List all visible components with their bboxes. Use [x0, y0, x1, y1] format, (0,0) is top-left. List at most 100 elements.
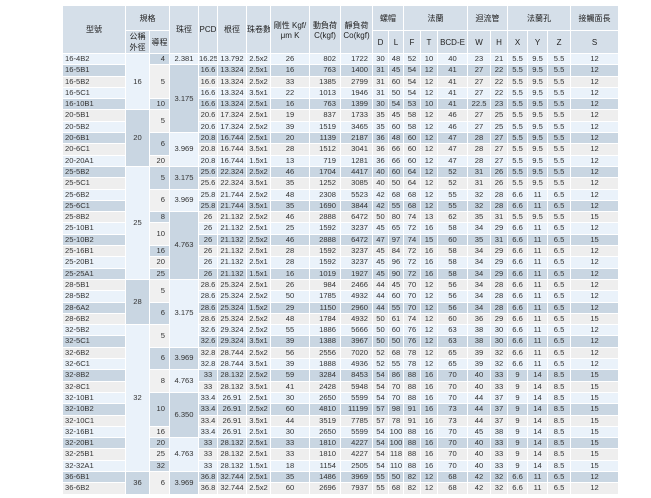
pcd-cell: 16.6 — [198, 75, 218, 88]
X-cell: 9 — [507, 369, 529, 382]
W-cell: 23 — [467, 52, 492, 66]
circuits-cell: 1.5x2 — [246, 301, 271, 314]
BCD-cell: 68 — [436, 482, 469, 495]
lead-cell: 25 — [149, 448, 170, 461]
ball-dia-cell: 3.175 — [169, 278, 199, 348]
X-cell: 6.6 — [507, 278, 529, 292]
static-load-cell: 1400 — [340, 64, 373, 77]
S-cell: 15 — [570, 380, 620, 393]
F-cell: 54 — [403, 64, 421, 77]
T-cell: 12 — [420, 290, 438, 303]
pcd-cell: 33 — [198, 448, 218, 461]
H-cell: 33 — [490, 448, 509, 461]
rigidity-cell: 55 — [270, 324, 310, 337]
header-root-dia: 根徑 — [217, 5, 247, 54]
D-cell: 31 — [372, 64, 389, 77]
S-cell: 12 — [570, 52, 620, 66]
Z-cell: 6.5 — [547, 245, 572, 258]
root-dia-cell: 21.132 — [217, 222, 247, 235]
S-cell: 12 — [570, 165, 620, 179]
T-cell: 10 — [420, 98, 438, 111]
table-row: 32-16B1 16 33.4 26.91 2.5x1 30 2650 5599 54 100 88… — [62, 425, 620, 439]
W-cell: 44 — [467, 391, 492, 405]
static-load-cell: 8453 — [340, 369, 373, 382]
T-cell: 12 — [420, 188, 438, 201]
table-row: 32-32A1 32 33 28.132 1.5x1 18 1154 2505 54 110 88 1… — [62, 459, 620, 472]
S-cell: 12 — [570, 120, 620, 134]
Z-cell: 5.5 — [547, 154, 572, 167]
S-cell: 12 — [570, 324, 620, 337]
dynamic-load-cell: 763 — [309, 64, 341, 77]
circuits-cell: 2.5x2 — [246, 52, 271, 66]
table-row: 32-20B1 20 4.763 33 28.132 2.5x1 33 1810 4227 54 1… — [62, 437, 620, 472]
model-cell: 28-5B2 — [62, 290, 126, 303]
static-load-cell: 2799 — [340, 75, 373, 88]
BCD-cell: 46 — [436, 109, 469, 122]
X-cell: 6.6 — [507, 324, 529, 337]
pcd-cell: 16.6 — [198, 64, 218, 77]
BCD-cell: 56 — [436, 301, 469, 314]
root-dia-cell: 25.324 — [217, 312, 247, 326]
S-cell: 12 — [570, 199, 620, 213]
H-cell: 26 — [490, 177, 509, 190]
root-dia-cell: 28.132 — [217, 380, 247, 393]
dynamic-load-cell: 2650 — [309, 391, 341, 405]
static-load-cell: 2505 — [340, 459, 373, 472]
H-cell: 22 — [490, 75, 509, 88]
ball-dia-cell: 4.763 — [169, 369, 199, 393]
X-cell: 5.5 — [507, 143, 529, 156]
rigidity-cell: 48 — [270, 188, 310, 201]
table-row: 16-10B1 10 16.6 13.324 2.5x1 16 763 1399 30 54 53 1… — [62, 98, 620, 111]
pcd-cell: 28.6 — [198, 301, 218, 314]
D-cell: 54 — [372, 391, 389, 405]
pcd-cell: 20.8 — [198, 154, 218, 167]
table-row: 20-6C1 20.8 16.744 3.5x1 28 1512 3041 36 66 60 12 4… — [62, 143, 620, 156]
circuits-cell: 2.5x2 — [246, 324, 271, 337]
static-load-cell: 3465 — [340, 120, 373, 134]
rigidity-cell: 26 — [270, 52, 310, 66]
D-cell: 54 — [372, 369, 389, 382]
F-cell: 88 — [403, 380, 421, 393]
model-cell: 36-6B1 — [62, 470, 126, 484]
model-cell: 20-20A1 — [62, 154, 126, 167]
L-cell: 98 — [388, 403, 404, 416]
W-cell: 31 — [467, 177, 492, 190]
table-row: 25-5B2 25 5 3.175 25.6 22.324 2.5x2 46 1704 4417 4… — [62, 165, 620, 280]
table-row: 32-10B2 33.4 26.91 2.5x2 60 4810 11199 57 98 91 16… — [62, 403, 620, 416]
L-cell: 60 — [388, 324, 404, 337]
W-cell: 34 — [467, 256, 492, 269]
rigidity-cell: 25 — [270, 222, 310, 235]
D-cell: 30 — [372, 98, 389, 111]
ball-dia-cell: 3.969 — [169, 470, 199, 495]
header-flange: 法蘭 — [402, 5, 469, 31]
L-cell: 66 — [388, 143, 404, 156]
Y-cell: 9.5 — [527, 109, 549, 122]
header-pcd: PCD — [198, 5, 218, 54]
table-row: 16-5B2 16.6 13.324 2.5x2 33 1385 2799 31 60 54 12 4… — [62, 75, 620, 88]
static-load-cell: 4932 — [340, 290, 373, 303]
X-cell: 6.6 — [507, 290, 529, 303]
BCD-cell: 63 — [436, 324, 469, 337]
X-cell: 5.5 — [507, 120, 529, 134]
model-cell: 20-6B1 — [62, 132, 126, 145]
S-cell: 12 — [570, 75, 620, 88]
BCD-cell: 58 — [436, 256, 469, 269]
pcd-cell: 20.8 — [198, 143, 218, 156]
D-cell: 42 — [372, 199, 389, 213]
dynamic-load-cell: 2696 — [309, 482, 341, 495]
T-cell: 12 — [420, 177, 438, 190]
root-dia-cell: 22.324 — [217, 165, 247, 179]
static-load-cell: 7937 — [340, 482, 373, 495]
header-return-tube: 迴流管 — [467, 5, 509, 31]
rigidity-cell: 16 — [270, 267, 310, 280]
Z-cell: 5.5 — [547, 75, 572, 88]
static-load-cell: 2187 — [340, 132, 373, 145]
L-cell: 54 — [388, 98, 404, 111]
Z-cell: 6.5 — [547, 278, 572, 292]
pcd-cell: 28.6 — [198, 290, 218, 303]
F-cell: 88 — [403, 425, 421, 439]
L-cell: 66 — [388, 154, 404, 167]
static-load-cell: 5666 — [340, 324, 373, 337]
Y-cell: 11 — [527, 256, 549, 269]
Z-cell: 6.5 — [547, 188, 572, 201]
